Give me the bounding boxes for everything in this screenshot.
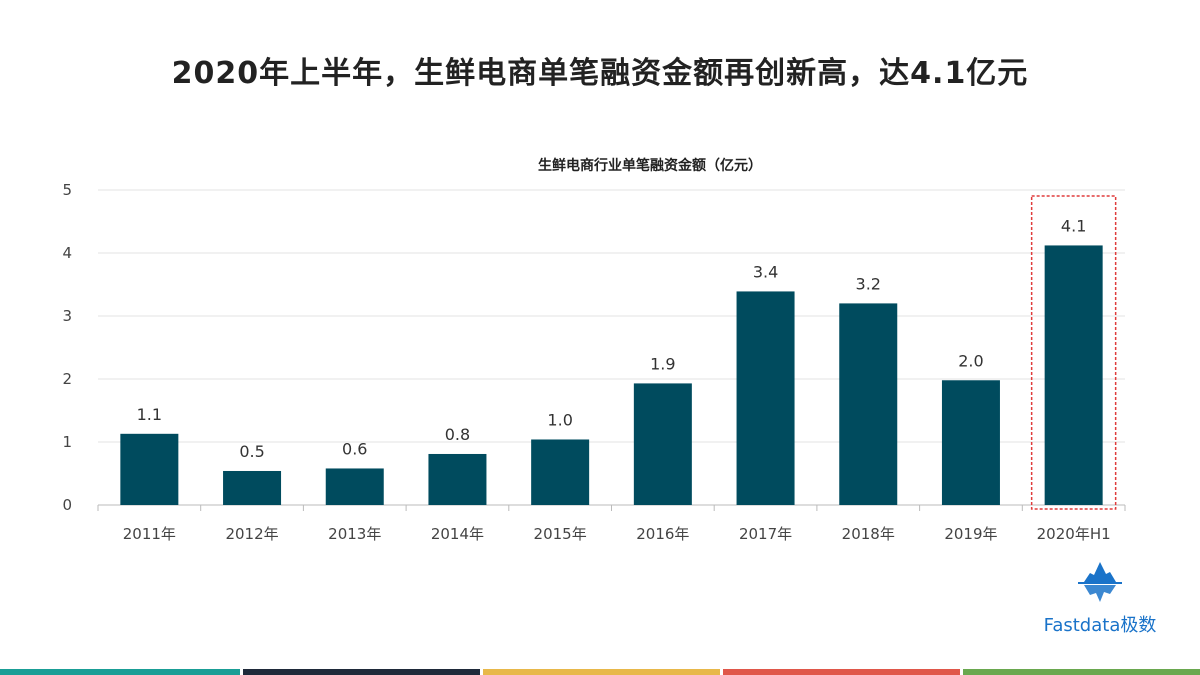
bar <box>633 383 692 505</box>
x-tick-label: 2015年 <box>534 525 587 543</box>
page-title: 2020年上半年，生鲜电商单笔融资金额再创新高，达4.1亿元 <box>171 56 1029 91</box>
x-tick-label: 2014年 <box>431 525 484 543</box>
data-label: 0.8 <box>445 425 470 444</box>
footer-stripe <box>963 669 1200 675</box>
bar <box>325 468 384 505</box>
bar <box>531 439 590 505</box>
data-label: 1.0 <box>547 410 572 429</box>
footer-stripe <box>243 669 480 675</box>
brand-name: Fastdata极数 <box>1043 615 1157 636</box>
data-label: 2.0 <box>958 351 983 370</box>
data-label: 1.9 <box>650 354 675 373</box>
iceberg-icon <box>1078 562 1122 602</box>
data-label: 4.1 <box>1061 216 1086 235</box>
bar <box>428 453 487 505</box>
footer-stripe <box>483 669 720 675</box>
bar <box>941 380 1000 505</box>
data-label: 1.1 <box>137 405 162 424</box>
data-label: 3.4 <box>753 262 778 281</box>
x-tick-label: 2020年H1 <box>1037 525 1111 543</box>
x-tick-label: 2011年 <box>123 525 176 543</box>
y-tick-label: 4 <box>62 244 72 262</box>
data-label: 0.5 <box>239 442 264 461</box>
y-axis: 0 1 2 3 4 5 <box>62 181 72 514</box>
x-tick-label: 2013年 <box>328 525 381 543</box>
y-tick-label: 5 <box>62 181 72 199</box>
data-label: 0.6 <box>342 439 367 458</box>
y-tick-label: 3 <box>62 307 72 325</box>
y-tick-label: 2 <box>62 370 72 388</box>
x-tick-label: 2019年 <box>944 525 997 543</box>
footer-stripe <box>723 669 960 675</box>
chart-title: 生鲜电商行业单笔融资金额（亿元） <box>538 157 762 174</box>
x-tick-label: 2017年 <box>739 525 792 543</box>
bar <box>223 470 282 505</box>
data-labels: 1.1 0.5 0.6 0.8 1.0 1.9 3.4 3.2 2.0 4.1 <box>137 216 1087 461</box>
highlight-rect <box>1030 195 1117 510</box>
x-axis: 2011年 2012年 2013年 2014年 2015年 2016年 2017年 2018年… <box>97 505 1126 543</box>
data-label: 3.2 <box>856 274 881 293</box>
brand-logo: Fastdata极数 <box>1035 560 1165 637</box>
bars <box>120 245 1103 505</box>
y-tick-label: 0 <box>62 496 72 514</box>
y-tick-label: 1 <box>62 433 72 451</box>
x-tick-label: 2018年 <box>842 525 895 543</box>
bar <box>839 303 898 505</box>
highlight-box <box>1030 195 1117 510</box>
footer-stripe <box>0 669 240 675</box>
x-tick-label: 2012年 <box>225 525 278 543</box>
bar <box>1044 245 1103 505</box>
bar <box>120 433 179 505</box>
x-tick-label: 2016年 <box>636 525 689 543</box>
bar <box>736 291 795 505</box>
